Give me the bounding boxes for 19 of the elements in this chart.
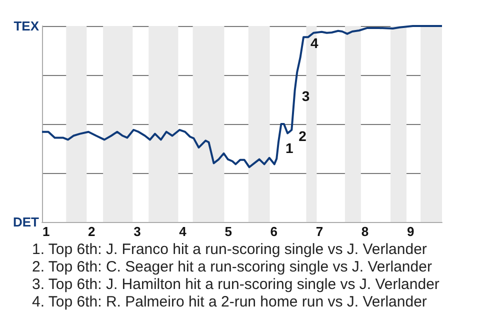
- text: 4. Top 6th: R. Palmeiro hit a 2-run home run vs J. Verlander: [32, 294, 427, 310]
- text: 3. Top 6th: J. Hamilton hit a run-scoring single vs J. Verlander: [32, 276, 440, 293]
- annotation: 3: [302, 88, 310, 104]
- x-tick-label: 3: [134, 224, 141, 239]
- x-tick-label: 7: [316, 224, 324, 239]
- x-tick-label: 1: [42, 224, 50, 239]
- annotation: 2: [298, 128, 307, 144]
- text: 1. Top 6th: J. Franco hit a run-scoring single vs J. Verlander: [32, 241, 427, 258]
- x-tick-label: 9: [406, 224, 414, 239]
- x-tick-label: 4: [179, 224, 188, 239]
- text: TEX: [14, 18, 40, 34]
- x-tick-label: 6: [270, 224, 278, 239]
- annotation: 4: [310, 35, 319, 52]
- text: DET: [13, 214, 40, 230]
- x-tick-label: 2: [88, 224, 96, 239]
- x-tick-label: 5: [224, 224, 232, 239]
- annotation: 1: [285, 140, 294, 156]
- text: 2. Top 6th: C. Seager hit a run-scoring single vs J. Verlander: [32, 258, 432, 276]
- x-tick-label: 8: [361, 224, 369, 239]
